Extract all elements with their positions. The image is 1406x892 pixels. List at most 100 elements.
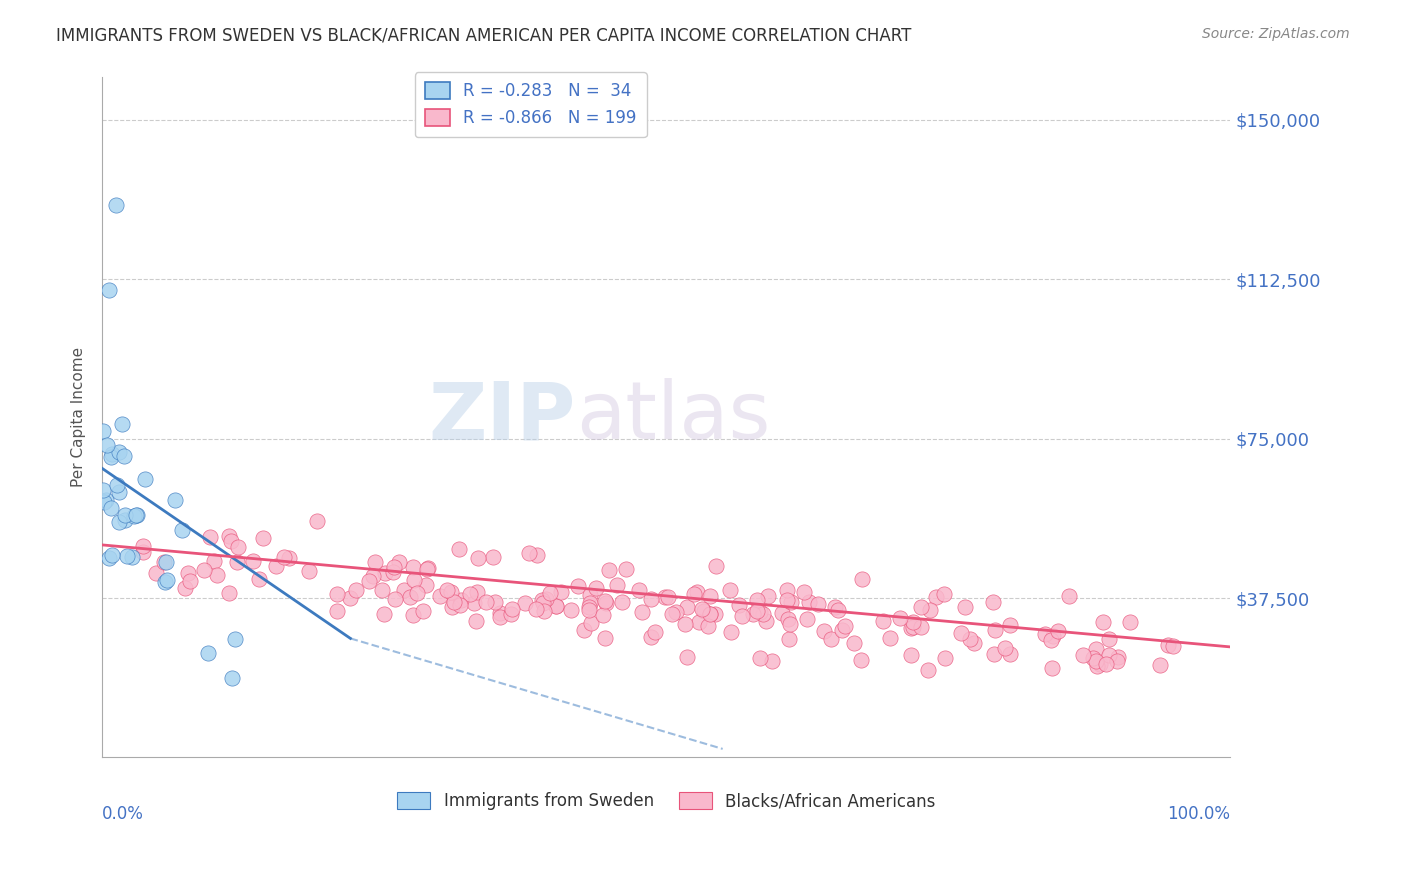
Point	[834, 618, 856, 632]
Point	[98, 283, 121, 297]
Point	[953, 599, 976, 614]
Legend: Immigrants from Sweden, Blacks/African Americans: Immigrants from Sweden, Blacks/African A…	[391, 786, 942, 817]
Point	[665, 605, 688, 619]
Point	[439, 585, 461, 599]
Point	[697, 618, 720, 632]
Point	[173, 581, 195, 595]
Point	[578, 602, 600, 616]
Point	[917, 663, 939, 677]
Point	[752, 607, 775, 622]
Point	[688, 615, 710, 629]
Point	[1088, 657, 1111, 671]
Point	[578, 600, 600, 615]
Point	[298, 564, 321, 578]
Point	[132, 544, 155, 558]
Point	[1057, 590, 1080, 604]
Point	[364, 555, 387, 569]
Point	[117, 549, 139, 564]
Point	[631, 606, 654, 620]
Point	[412, 604, 434, 618]
Point	[1094, 657, 1116, 671]
Point	[501, 602, 523, 616]
Point	[402, 573, 425, 587]
Text: Source: ZipAtlas.com: Source: ZipAtlas.com	[1202, 27, 1350, 41]
Point	[699, 589, 721, 603]
Point	[112, 449, 135, 463]
Point	[172, 523, 194, 537]
Point	[579, 588, 602, 602]
Point	[692, 602, 714, 616]
Point	[983, 647, 1005, 661]
Point	[675, 617, 697, 632]
Point	[474, 595, 496, 609]
Point	[273, 549, 295, 564]
Point	[394, 582, 416, 597]
Point	[93, 494, 115, 508]
Point	[685, 585, 707, 599]
Point	[399, 590, 422, 604]
Point	[467, 551, 489, 566]
Point	[530, 593, 553, 607]
Point	[627, 583, 650, 598]
Point	[94, 493, 117, 508]
Point	[224, 632, 246, 647]
Point	[104, 198, 127, 212]
Text: atlas: atlas	[576, 378, 770, 457]
Point	[100, 450, 122, 464]
Point	[1107, 650, 1129, 665]
Point	[443, 595, 465, 609]
Point	[592, 608, 614, 623]
Point	[373, 607, 395, 622]
Point	[499, 607, 522, 621]
Point	[675, 600, 697, 615]
Point	[824, 600, 846, 615]
Point	[132, 540, 155, 554]
Point	[482, 550, 505, 565]
Point	[277, 550, 299, 565]
Point	[699, 607, 721, 622]
Point	[761, 654, 783, 668]
Point	[793, 584, 815, 599]
Point	[226, 540, 249, 554]
Point	[125, 508, 148, 523]
Point	[742, 607, 765, 622]
Point	[447, 541, 470, 556]
Point	[326, 604, 349, 618]
Point	[925, 590, 948, 604]
Point	[959, 632, 981, 646]
Point	[1033, 627, 1056, 641]
Point	[1040, 661, 1063, 675]
Point	[134, 472, 156, 486]
Point	[718, 583, 741, 598]
Point	[121, 549, 143, 564]
Point	[91, 483, 114, 497]
Point	[731, 609, 754, 624]
Point	[579, 596, 602, 610]
Point	[145, 566, 167, 581]
Point	[1098, 648, 1121, 663]
Point	[531, 596, 554, 610]
Text: ZIP: ZIP	[429, 378, 576, 457]
Point	[544, 599, 567, 613]
Point	[156, 573, 179, 587]
Point	[704, 607, 727, 621]
Point	[101, 447, 124, 461]
Point	[706, 559, 728, 574]
Point	[1040, 632, 1063, 647]
Point	[464, 615, 486, 629]
Point	[560, 602, 582, 616]
Point	[820, 632, 842, 646]
Point	[416, 560, 439, 574]
Point	[918, 602, 941, 616]
Point	[676, 649, 699, 664]
Point	[778, 632, 800, 647]
Point	[842, 636, 865, 650]
Point	[579, 616, 602, 631]
Point	[598, 563, 620, 577]
Point	[357, 574, 380, 588]
Point	[416, 562, 439, 576]
Point	[595, 632, 617, 646]
Point	[699, 607, 721, 621]
Point	[247, 573, 270, 587]
Point	[585, 581, 607, 595]
